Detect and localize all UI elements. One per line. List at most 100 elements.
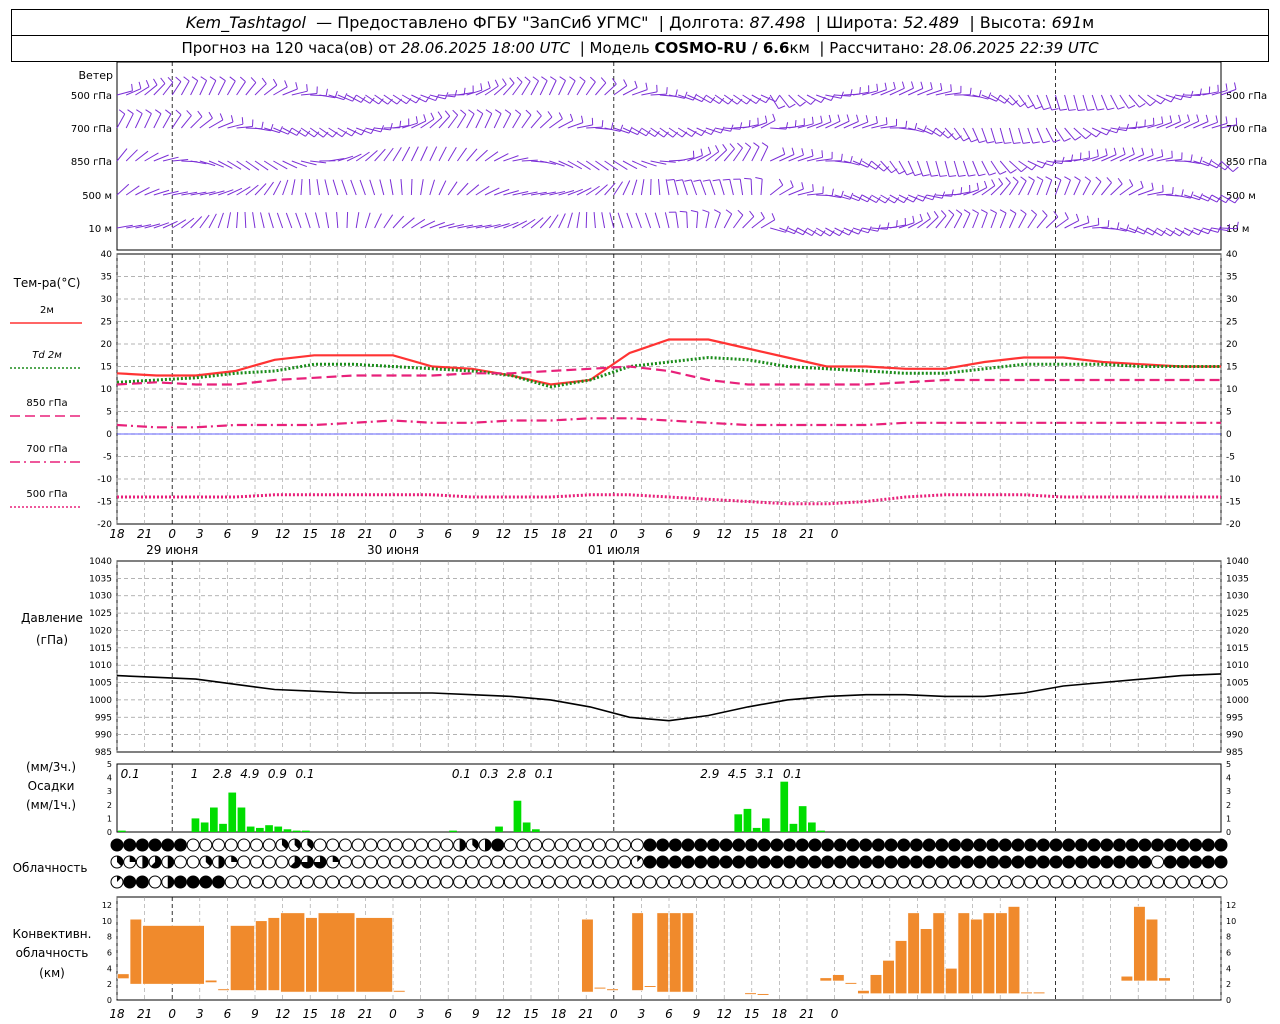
cloud-cover-symbol — [275, 875, 289, 889]
wind-barb — [604, 83, 617, 96]
wind-barb — [1054, 94, 1061, 111]
wind-barb — [640, 179, 645, 196]
wind-barb — [484, 85, 499, 96]
wind-barb — [346, 211, 349, 229]
wind-barb-feather — [536, 110, 542, 117]
calc-time: 28.06.2025 22:39 UTC — [929, 39, 1099, 57]
cloud-circle — [148, 875, 162, 889]
cloud-circle — [1024, 838, 1038, 852]
wind-barb-feather — [558, 112, 563, 119]
precip-bar — [210, 807, 218, 832]
pressure-tick-left: 1035 — [89, 574, 112, 584]
pressure-title: Давление — [21, 611, 83, 625]
station-name: Kem_Tashtagol — [185, 13, 306, 32]
wind-barb — [972, 160, 980, 176]
conv-tick-right: 6 — [1226, 948, 1231, 957]
cloud-cover-symbol — [833, 838, 847, 852]
wind-barb-feather — [370, 127, 375, 134]
wind-barb — [374, 94, 389, 105]
cloud-circle — [986, 838, 1000, 852]
cloud-circle — [135, 875, 149, 889]
wind-barb — [696, 153, 711, 162]
wind-barb-feather — [906, 171, 914, 176]
wind-barb-feather — [485, 109, 493, 114]
wind-barb-feather — [737, 142, 743, 149]
wind-barb — [530, 80, 539, 96]
cloud-circle — [376, 875, 390, 889]
cloud-cover-symbol — [123, 838, 137, 852]
cloud-cover-symbol — [808, 855, 822, 869]
cloud-cover-symbol — [681, 838, 695, 852]
wind-barb-feather — [1013, 142, 1021, 144]
wind-barb — [273, 127, 289, 135]
wind-barb-feather — [984, 180, 988, 188]
cloud-cover-symbol — [427, 838, 441, 852]
cloud-circle — [1074, 855, 1088, 869]
wind-barb-feather — [305, 130, 311, 137]
cloud-cover-symbol — [364, 875, 378, 889]
wind-barb — [990, 94, 1005, 104]
wind-barb — [585, 185, 600, 196]
wind-barb — [300, 160, 317, 166]
wind-barb — [1137, 94, 1151, 107]
wind-barb-feather — [229, 76, 236, 82]
wind-barb — [1018, 213, 1027, 229]
wind-barb — [324, 179, 330, 196]
temp-series-line — [116, 355, 1221, 389]
wind-barb — [521, 159, 538, 162]
cloud-cover-symbol — [770, 875, 784, 889]
wind-barb — [420, 118, 435, 129]
model-label: Модель — [589, 39, 650, 57]
wind-barb-feather — [444, 110, 451, 117]
wind-barb — [1174, 94, 1191, 99]
cloud-circle — [719, 875, 733, 889]
alt-value: 691 — [1051, 13, 1083, 32]
wind-barb — [1119, 153, 1135, 162]
wind-barb-feather — [1205, 114, 1209, 122]
wind-barb-feather — [509, 77, 515, 84]
wind-barb-feather — [369, 97, 375, 104]
cloud-cover-symbol — [161, 855, 175, 869]
cloud-cover-symbol — [567, 875, 581, 889]
wind-barb — [466, 148, 478, 162]
wind-level-label: 500 м — [82, 191, 112, 202]
precip-tick-right: 0 — [1226, 828, 1231, 837]
cloud-cover-symbol — [909, 838, 923, 852]
wind-barb — [714, 212, 721, 229]
wind-barb — [898, 222, 915, 229]
wind-barb-feather — [1087, 215, 1090, 223]
wind-barb — [760, 146, 769, 162]
wind-barb — [650, 127, 665, 138]
cloud-circle — [871, 838, 885, 852]
wind-barb-feather — [886, 222, 890, 230]
wind-barb — [447, 181, 458, 196]
wind-barb-feather — [771, 213, 776, 221]
wind-barb-feather — [516, 76, 523, 83]
pressure-tick-right: 990 — [1226, 731, 1243, 741]
cloud-circle — [1151, 838, 1165, 852]
wind-barb — [699, 179, 707, 196]
wind-barb — [411, 94, 427, 103]
cloud-circle — [351, 838, 365, 852]
cloud-circle — [199, 875, 213, 889]
wind-barb — [401, 94, 417, 104]
conv-x-tick: 6 — [224, 1007, 232, 1021]
lon-label: Долгота: — [669, 13, 745, 32]
wind-barb-feather — [1020, 176, 1027, 182]
wind-barb — [319, 94, 336, 99]
cloud-cover-symbol — [580, 855, 594, 869]
wind-barb-feather — [1198, 228, 1203, 236]
cloud-circle — [783, 875, 797, 889]
wind-barb — [457, 91, 474, 96]
wind-barb-feather — [1053, 210, 1059, 218]
cloud-circle — [808, 838, 822, 852]
conv-x-tick: 9 — [251, 1007, 259, 1021]
precip-bar — [752, 827, 761, 832]
cloud-cover-symbol — [250, 838, 264, 852]
conv-cloud-bar — [869, 974, 883, 994]
wind-barb — [227, 187, 243, 196]
wind-barb-feather — [989, 172, 996, 176]
wind-barb — [512, 113, 522, 129]
wind-barb — [1045, 94, 1053, 111]
wind-barb — [1211, 227, 1228, 232]
